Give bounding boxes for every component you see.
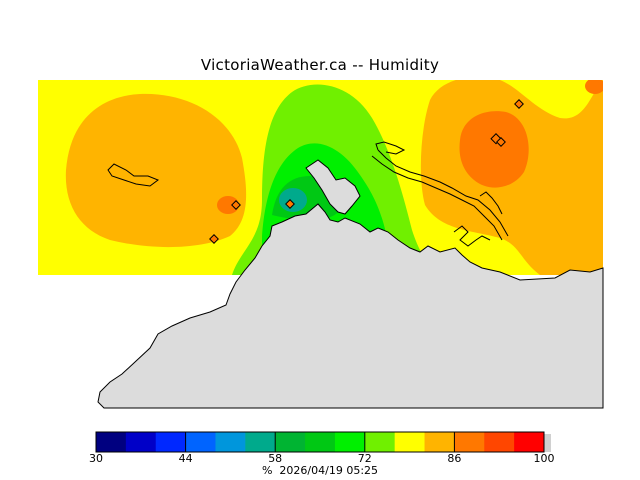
legend-tick-label: 86 bbox=[447, 452, 462, 465]
legend-swatch bbox=[484, 432, 515, 452]
legend-caption: % 2026/04/19 05:25 bbox=[0, 464, 640, 477]
legend-swatch bbox=[454, 432, 485, 452]
legend-color-bar bbox=[95, 431, 551, 453]
legend-tick-label: 44 bbox=[178, 452, 193, 465]
legend-tick-label: 30 bbox=[89, 452, 103, 465]
legend-swatch bbox=[96, 432, 127, 452]
legend-swatch bbox=[275, 432, 306, 452]
orange-spot-northeast bbox=[585, 80, 603, 94]
orange-contour-west bbox=[65, 93, 247, 248]
legend-swatch bbox=[155, 432, 187, 452]
legend-swatch bbox=[334, 432, 366, 452]
peninsula bbox=[305, 159, 361, 215]
legend-swatch bbox=[215, 432, 246, 452]
land-mass bbox=[97, 203, 604, 409]
legend-swatch bbox=[125, 432, 157, 452]
legend-swatch bbox=[514, 432, 545, 452]
teal-contour bbox=[279, 188, 307, 212]
legend-swatch bbox=[305, 432, 336, 452]
station-marker bbox=[514, 99, 524, 109]
legend-tick-label: 100 bbox=[533, 452, 555, 465]
legend-swatch bbox=[185, 432, 216, 452]
station-marker bbox=[231, 200, 241, 210]
yellow-pocket-east bbox=[526, 80, 560, 101]
coast-fragment bbox=[453, 225, 491, 247]
coast-fragment bbox=[479, 191, 503, 215]
channel-hook bbox=[375, 141, 406, 155]
dark-orange-contour-east bbox=[459, 111, 529, 188]
legend-tick-label: 72 bbox=[357, 452, 372, 465]
legend-swatch bbox=[424, 432, 455, 452]
station-marker bbox=[285, 199, 295, 209]
channel-line-inner bbox=[371, 155, 503, 241]
channel-line bbox=[377, 149, 509, 237]
station-marker bbox=[496, 137, 506, 147]
legend-swatch bbox=[394, 432, 426, 452]
legend-tick-label: 58 bbox=[268, 452, 283, 465]
station-marker bbox=[209, 234, 219, 244]
legend-swatch bbox=[364, 432, 396, 452]
legend-unit: % bbox=[261, 464, 273, 477]
legend-swatch bbox=[245, 432, 276, 452]
legend-timestamp: 2026/04/19 05:25 bbox=[279, 464, 379, 477]
map-title: VictoriaWeather.ca -- Humidity bbox=[200, 56, 440, 74]
lake-outline bbox=[107, 163, 160, 187]
dark-orange-contour-west bbox=[217, 196, 239, 214]
legend-bar-end bbox=[544, 434, 551, 452]
